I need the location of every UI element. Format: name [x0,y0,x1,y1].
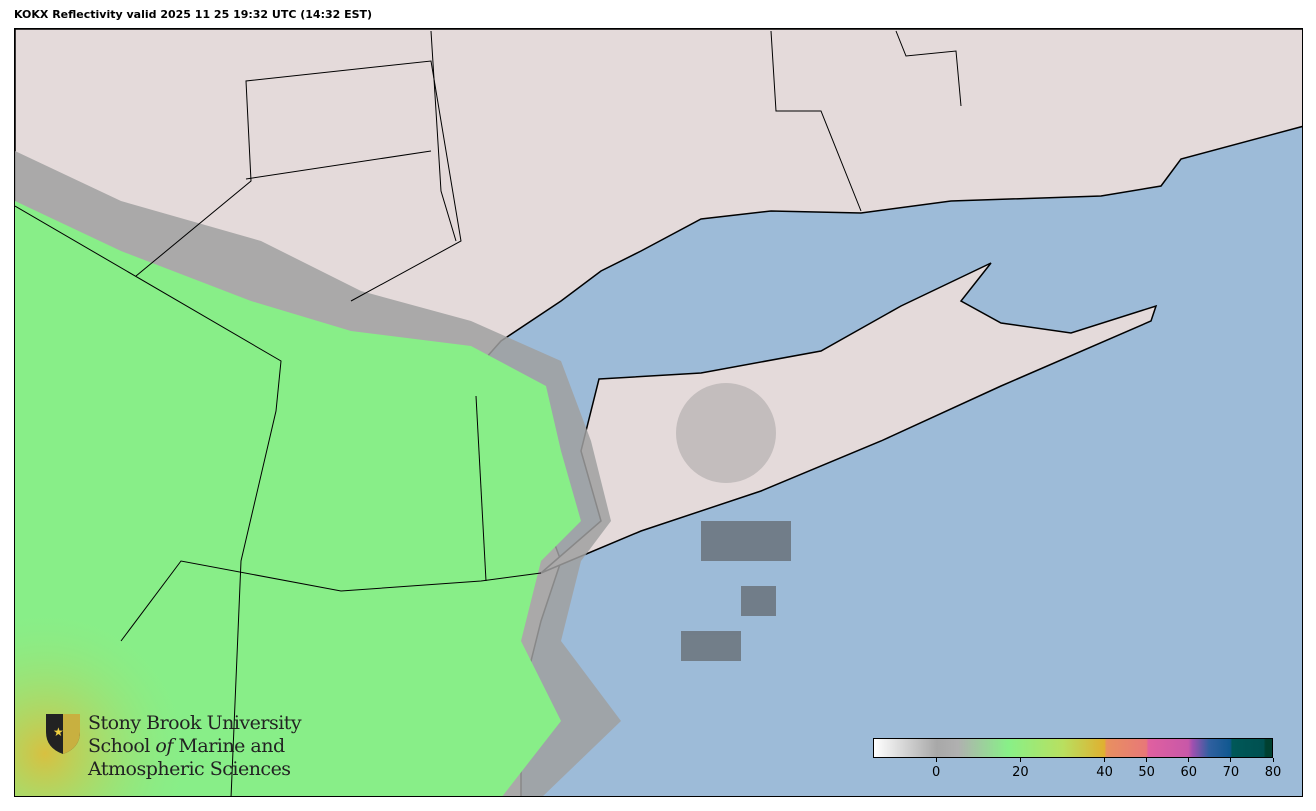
map-title: KOKX Reflectivity valid 2025 11 25 19:32… [14,8,373,21]
colorbar-tick-label: 20 [1012,765,1029,780]
colorbar-tick-label: 70 [1222,765,1240,780]
colorbar-tick-mark [1272,758,1274,762]
radar-site-clutter [676,383,776,483]
logo-line-1: Stony Brook University [88,712,302,734]
colorbar-tick-mark [1104,758,1106,762]
colorbar-tick-mark [935,758,937,762]
logo-line-3: Atmospheric Sciences [88,758,291,780]
colorbar-tick-mark [1019,758,1021,762]
colorbar-tick-label: 60 [1180,765,1198,780]
map-canvas [15,29,1302,796]
logo-line-2b: of [155,735,173,757]
colorbar-tick-label: 40 [1096,765,1113,780]
logo-line-2c: Marine and [172,735,285,757]
logo-line-2a: School [88,735,156,757]
shield-logo-icon: ★ [46,714,80,754]
radar-map[interactable] [14,28,1303,797]
colorbar-tick-label: 0 [932,765,941,780]
reflectivity-colorbar [873,738,1273,758]
colorbar-tick-mark [1230,758,1232,762]
svg-text:★: ★ [53,725,64,739]
colorbar-tick-mark [1188,758,1190,762]
scattered-echoes [681,521,791,661]
colorbar-tick-mark [1146,758,1148,762]
colorbar-tick-label: 50 [1138,765,1155,780]
colorbar-tick-label: 80 [1264,765,1282,780]
state-borders [15,30,962,796]
sbu-somas-logo: ★ Stony Brook University School of Marin… [44,712,302,781]
